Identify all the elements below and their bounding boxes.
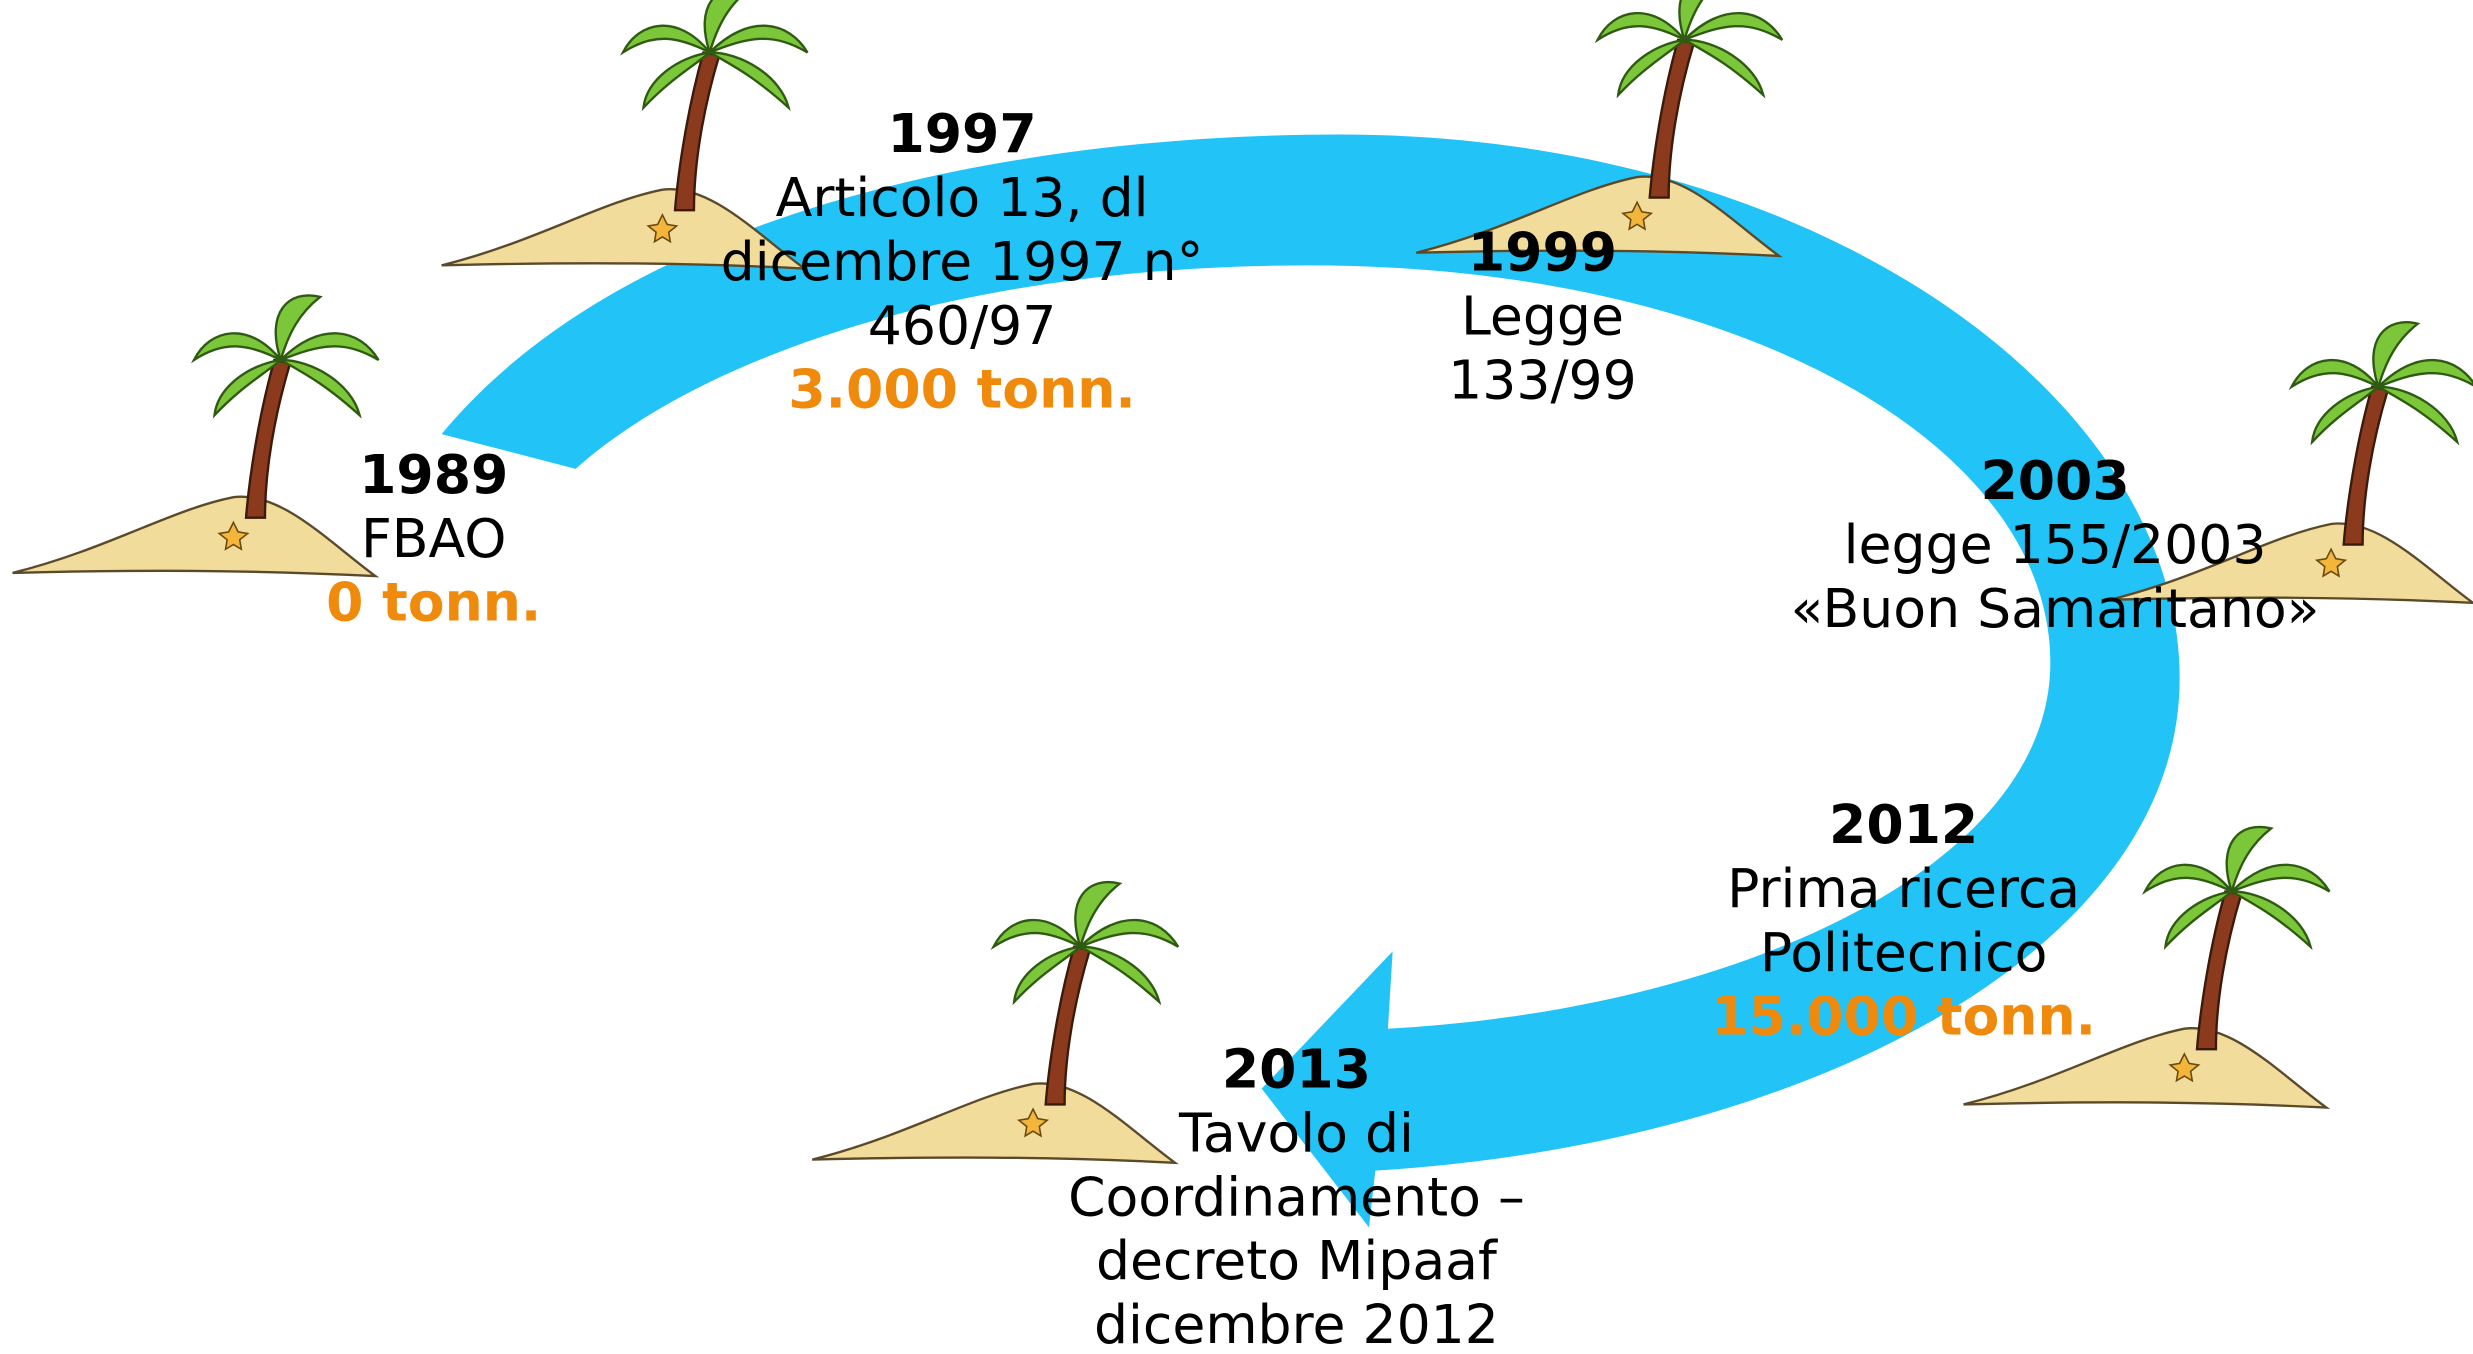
milestone-year: 2012 — [1829, 793, 1978, 856]
milestone-text: 460/97 — [868, 294, 1057, 357]
milestone-year: 1989 — [359, 443, 508, 506]
milestone-tonnage: 3.000 tonn. — [788, 358, 1135, 421]
timeline-diagram: 1989FBAO0 tonn.1997Articolo 13, dldicemb… — [0, 0, 2473, 1354]
milestone-text: «Buon Samaritano» — [1791, 577, 2320, 640]
milestone-text: decreto Mipaaf — [1096, 1229, 1498, 1292]
milestone-year: 1997 — [887, 102, 1036, 165]
island — [442, 0, 808, 269]
milestone-text: Politecnico — [1760, 921, 2048, 984]
milestone-year: 2013 — [1222, 1038, 1371, 1101]
milestone-year: 2003 — [1980, 449, 2129, 512]
milestone-text: Prima ricerca — [1727, 857, 2080, 920]
milestone-text: Coordinamento – — [1068, 1165, 1525, 1228]
milestone-text: legge 155/2003 — [1844, 513, 2267, 576]
milestone-text: Legge — [1461, 284, 1624, 347]
milestone-text: dicembre 1997 n° — [721, 230, 1204, 293]
milestone-year: 1999 — [1468, 221, 1617, 284]
milestone-text: Tavolo di — [1178, 1101, 1414, 1164]
milestone-tonnage: 0 tonn. — [326, 571, 541, 634]
milestone-text: Articolo 13, dl — [776, 166, 1149, 229]
milestone-text: 133/99 — [1448, 348, 1637, 411]
milestone-tonnage: 15.000 tonn. — [1711, 985, 2096, 1048]
milestone-text: dicembre 2012 — [1094, 1293, 1499, 1354]
island — [812, 882, 1178, 1163]
island — [13, 295, 379, 576]
milestone-text: FBAO — [361, 507, 507, 570]
